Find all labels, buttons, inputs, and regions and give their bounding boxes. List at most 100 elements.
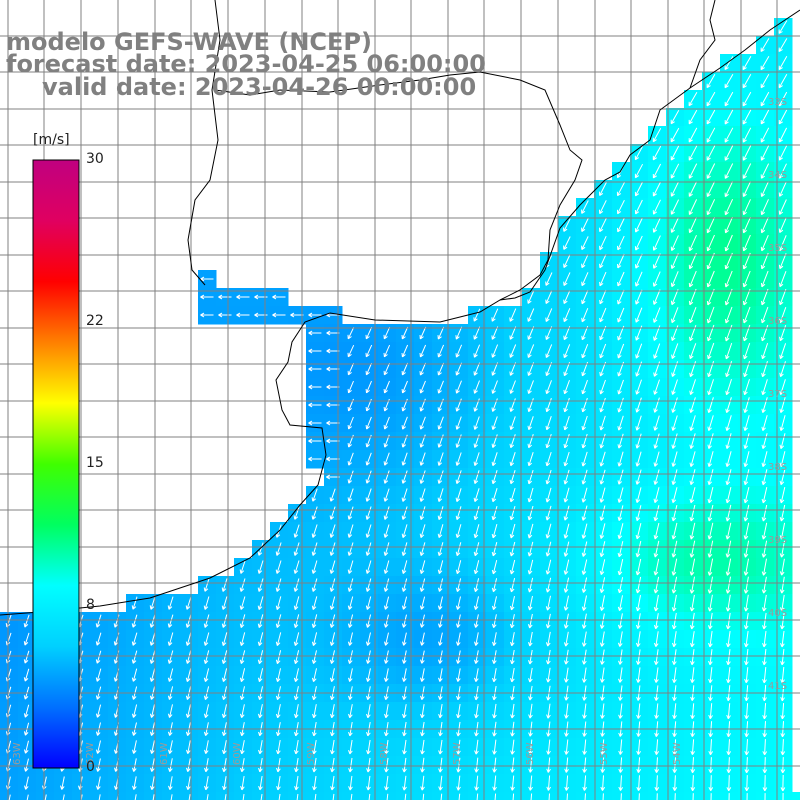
wind-arrow <box>365 560 372 574</box>
wind-arrow <box>510 739 515 755</box>
wind-arrow <box>402 650 407 664</box>
wind-arrow <box>563 380 570 395</box>
wind-arrow <box>670 235 679 251</box>
wind-arrow <box>437 416 444 430</box>
wind-arrow <box>581 631 587 647</box>
wind-arrow <box>725 522 732 540</box>
wind-arrow <box>239 560 246 574</box>
wind-arrow <box>599 595 605 611</box>
wind-arrow <box>760 56 770 71</box>
wind-arrow <box>347 650 353 664</box>
wind-arrow <box>764 793 766 800</box>
wind-arrow <box>437 452 444 466</box>
wind-arrow <box>455 380 462 394</box>
wind-arrow <box>653 289 661 305</box>
wind-arrow <box>566 793 568 800</box>
wind-arrow <box>546 649 551 665</box>
wind-arrow <box>778 109 788 125</box>
wind-arrow <box>401 452 408 466</box>
wind-arrow <box>618 649 623 665</box>
wind-arrow <box>545 523 552 539</box>
wind-arrow <box>474 703 479 719</box>
wind-arrow <box>258 776 263 791</box>
wind-arrow <box>326 384 340 390</box>
wind-arrow <box>366 668 371 682</box>
wind-arrow <box>383 614 389 628</box>
wind-arrow <box>545 613 551 629</box>
wind-arrow <box>401 524 408 538</box>
wind-arrow <box>689 469 696 486</box>
wind-arrow <box>332 793 335 800</box>
wind-arrow <box>168 740 173 754</box>
wind-arrow <box>581 200 589 214</box>
wind-arrow <box>326 402 340 408</box>
wind-arrow <box>778 199 787 215</box>
wind-arrow <box>455 560 462 575</box>
wind-arrow <box>222 758 227 773</box>
latitude-labels: 33S 34S 35S 36S 37S 38S 39S 40S 41S <box>768 97 787 692</box>
wind-arrow <box>581 379 588 395</box>
wind-arrow <box>545 559 552 575</box>
wind-arrow <box>743 379 750 396</box>
wind-arrow <box>200 312 214 318</box>
wind-arrow <box>308 348 322 354</box>
wind-arrow <box>401 506 408 520</box>
wind-arrow <box>545 380 552 395</box>
wind-arrow <box>167 596 174 610</box>
wind-arrow <box>491 380 498 394</box>
wind-arrow <box>311 506 318 520</box>
wind-arrow <box>185 668 192 682</box>
wind-arrow <box>670 253 679 269</box>
wind-field-cell <box>126 792 145 800</box>
wind-arrow <box>527 434 534 449</box>
wind-arrow <box>762 775 768 792</box>
wind-arrow <box>724 288 733 306</box>
wind-arrow <box>221 650 228 664</box>
wind-arrow <box>672 649 677 665</box>
wind-arrow <box>218 312 232 318</box>
wind-arrow <box>440 793 443 800</box>
wind-field-cell <box>198 792 217 800</box>
wind-arrow <box>742 216 751 234</box>
wind-arrow <box>510 650 515 665</box>
wind-arrow <box>582 757 588 773</box>
wind-arrow <box>240 740 245 755</box>
wind-arrow <box>672 775 678 791</box>
wind-arrow <box>329 596 336 610</box>
wind-arrow <box>742 288 751 306</box>
wind-arrow <box>80 794 83 800</box>
wind-arrow <box>706 306 715 324</box>
wind-arrow <box>689 415 696 431</box>
wind-arrow <box>167 704 173 718</box>
wind-arrow <box>257 704 263 719</box>
wind-arrow <box>671 504 678 522</box>
wind-arrow <box>473 470 480 485</box>
wind-arrow <box>419 506 426 520</box>
wind-arrow <box>652 253 661 269</box>
map-title-forecast-date: forecast date: 2023-04-25 06:00:00 <box>6 50 486 78</box>
wind-arrow <box>779 433 786 450</box>
wind-arrow <box>149 704 155 718</box>
wind-arrow <box>348 757 353 773</box>
wind-arrow <box>527 290 535 304</box>
wind-arrow <box>293 632 300 646</box>
wind-arrow <box>617 199 625 215</box>
wind-arrow <box>326 438 340 444</box>
wind-arrow <box>203 632 210 646</box>
wind-arrow <box>402 775 407 791</box>
wind-arrow <box>581 308 589 323</box>
wind-arrow <box>257 632 264 646</box>
wind-arrow <box>326 474 340 480</box>
wind-arrow <box>617 558 624 576</box>
wind-arrow <box>456 775 461 791</box>
wind-arrow <box>725 486 732 504</box>
wind-arrow <box>599 523 606 539</box>
wind-arrow <box>348 739 353 755</box>
wind-arrow <box>545 451 552 467</box>
wind-arrow <box>185 704 191 718</box>
wind-arrow <box>203 578 210 592</box>
wind-arrow <box>707 504 714 522</box>
wind-arrow <box>131 596 138 610</box>
wind-arrow <box>311 614 318 628</box>
wind-arrow <box>707 397 714 414</box>
